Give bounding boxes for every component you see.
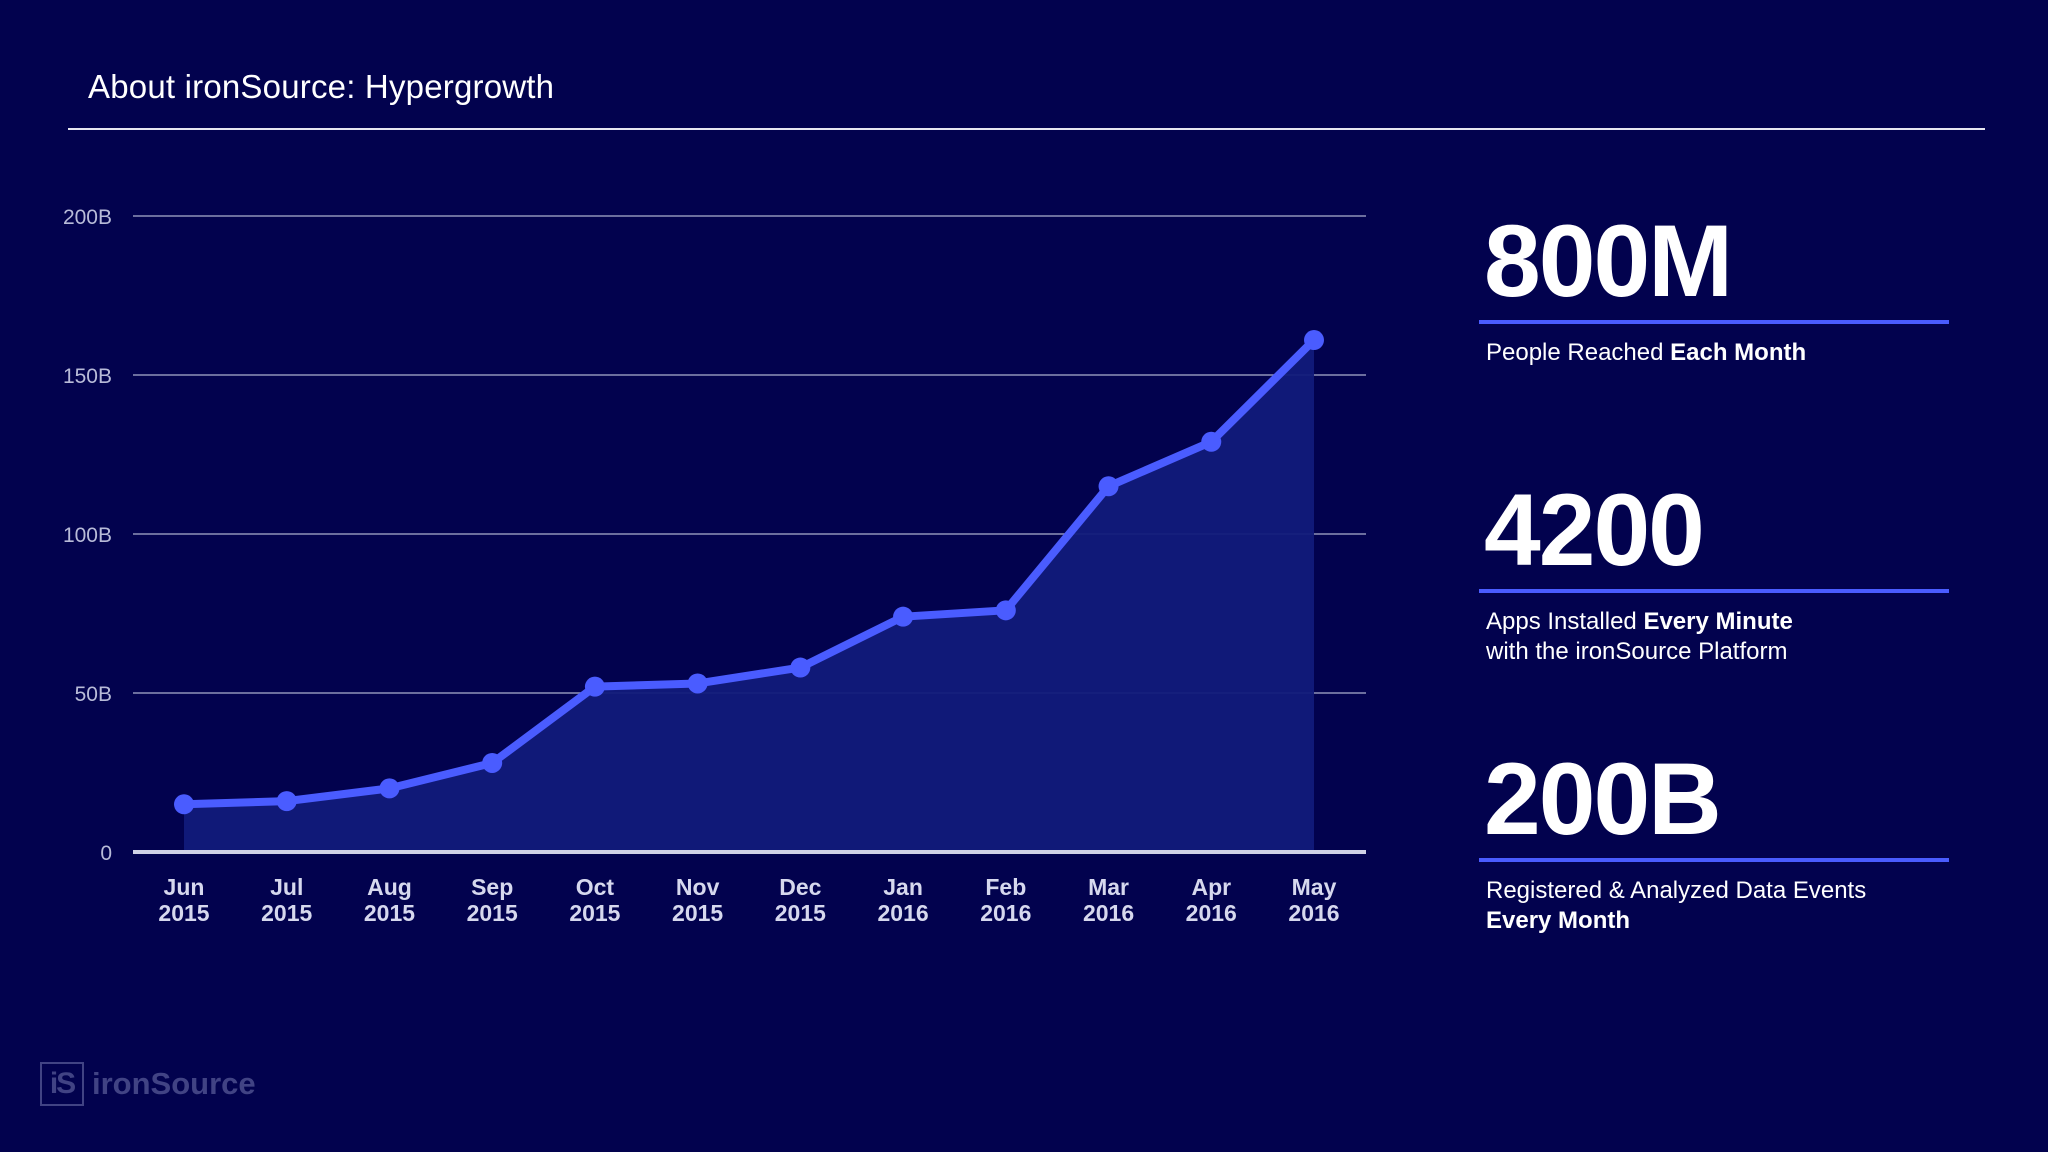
stat-underline [1479, 320, 1949, 324]
y-tick-label: 150B [63, 365, 112, 388]
x-tick-label-year: 2015 [569, 900, 620, 926]
stat-value: 800M [1484, 204, 1733, 318]
y-tick-label: 0 [100, 842, 112, 865]
ironsource-logo: iS ironSource [40, 1062, 256, 1106]
x-tick-label-month: Jul [270, 874, 303, 900]
stat-description: Registered & Analyzed Data Events Every … [1486, 876, 1949, 936]
data-point [1201, 431, 1222, 452]
stat-desc-bold: Each Month [1670, 339, 1807, 366]
x-tick-label-month: Mar [1088, 874, 1129, 900]
stat-value: 4200 [1484, 473, 1705, 587]
x-tick-label-year: 2015 [364, 900, 415, 926]
stat-description: People Reached Each Month [1486, 338, 1949, 368]
x-tick-label-year: 2015 [775, 900, 826, 926]
page-title: About ironSource: Hypergrowth [88, 68, 555, 105]
data-point [1304, 330, 1324, 351]
data-point [482, 752, 503, 773]
x-tick-label-year: 2015 [672, 900, 723, 926]
stat-desc-normal: People Reached [1486, 339, 1671, 366]
x-tick-label-month: May [1292, 874, 1337, 900]
stat-data-events: 200B Registered & Analyzed Data Events E… [1479, 748, 1949, 936]
data-point [893, 606, 914, 627]
x-tick-label-year: 2015 [467, 900, 518, 926]
stat-people-reached: 800M People Reached Each Month [1479, 210, 1949, 368]
stat-desc-line2: with the ironSource Platform [1486, 638, 1788, 665]
stat-apps-installed: 4200 Apps Installed Every Minute with th… [1479, 479, 1949, 667]
stat-description: Apps Installed Every Minute with the iro… [1486, 607, 1949, 667]
x-tick-label-year: 2016 [1288, 900, 1339, 926]
x-tick-label-month: Jan [883, 874, 923, 900]
x-tick-label-year: 2015 [261, 900, 312, 926]
data-point [174, 794, 194, 815]
stat-value: 200B [1484, 742, 1722, 856]
y-tick-label: 200B [63, 206, 112, 229]
x-tick-label-month: Aug [367, 874, 412, 900]
series-line [180, 336, 1318, 809]
x-tick-label-year: 2016 [878, 900, 929, 926]
y-tick-label: 50B [75, 683, 112, 706]
x-tick-label-month: Feb [985, 874, 1026, 900]
stat-underline [1479, 858, 1949, 862]
ironsource-logo-icon: iS [40, 1062, 84, 1106]
x-tick-label-year: 2015 [158, 900, 209, 926]
stat-desc-normal: Registered & Analyzed Data Events [1486, 877, 1867, 904]
x-tick-label-year: 2016 [1186, 900, 1237, 926]
stat-desc-normal: Apps Installed [1486, 608, 1644, 635]
x-tick-label-month: Apr [1191, 874, 1231, 900]
stat-desc-bold: Every Month [1486, 907, 1631, 934]
data-point [995, 600, 1016, 621]
x-tick-label-month: Jun [164, 874, 205, 900]
x-tick-label-month: Sep [471, 874, 513, 900]
stat-desc-bold: Every Minute [1643, 608, 1793, 635]
x-tick-label-year: 2016 [980, 900, 1031, 926]
data-point [790, 657, 811, 678]
data-point [687, 673, 708, 694]
data-point [584, 676, 605, 697]
growth-chart: 050B100B150B200BJun2015Jul2015Aug2015Sep… [63, 206, 1366, 926]
x-tick-label-month: Dec [779, 874, 821, 900]
area-fill [184, 340, 1314, 852]
y-tick-label: 100B [63, 524, 112, 547]
stat-underline [1479, 589, 1949, 593]
x-tick-label-month: Nov [676, 874, 720, 900]
x-tick-label-year: 2016 [1083, 900, 1134, 926]
data-point [276, 791, 297, 812]
data-point [1098, 476, 1119, 497]
logo-text: ironSource [92, 1066, 256, 1101]
data-point [379, 778, 400, 799]
x-tick-label-month: Oct [576, 874, 615, 900]
title-divider [68, 128, 1985, 130]
